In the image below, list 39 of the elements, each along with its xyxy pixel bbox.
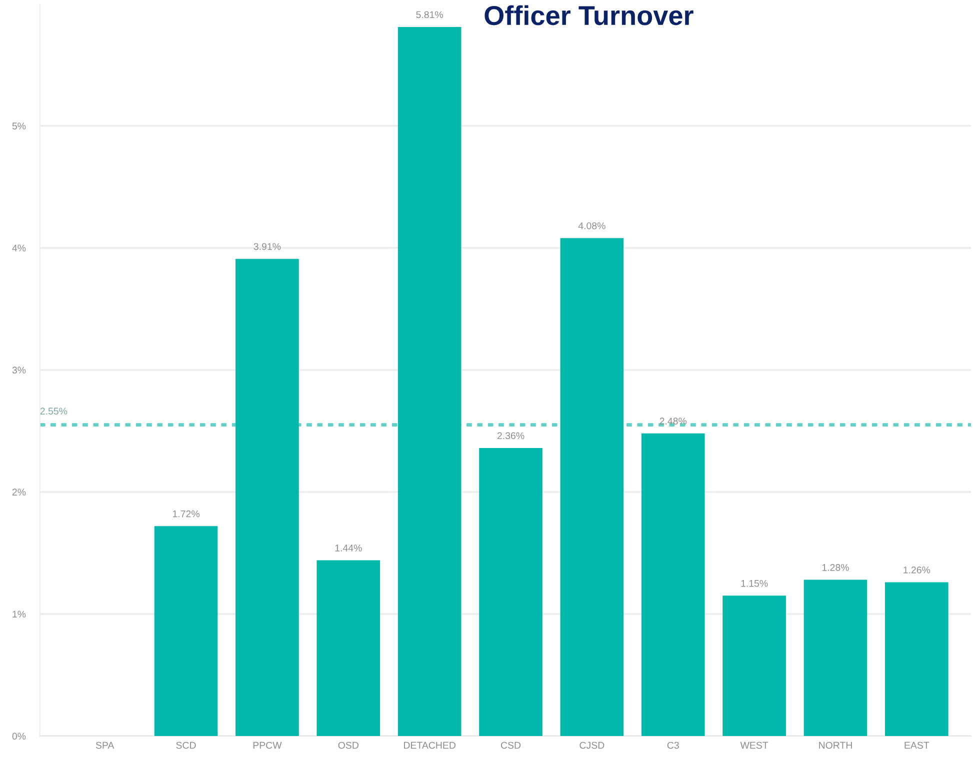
bar bbox=[641, 433, 705, 736]
x-tick-label: OSD bbox=[338, 742, 358, 749]
bar bbox=[804, 580, 868, 736]
data-label: 2.36% bbox=[497, 432, 524, 440]
x-tick-label: EAST bbox=[904, 742, 930, 749]
ref-line-label: 2.55% bbox=[40, 408, 68, 415]
x-tick-label: CJSD bbox=[580, 742, 604, 749]
data-label: 1.26% bbox=[904, 566, 930, 574]
x-tick-label: CSD bbox=[500, 742, 521, 749]
chart-title: Officer Turnover bbox=[484, 5, 694, 26]
data-label: 3.91% bbox=[254, 243, 281, 250]
x-tick-label: C3 bbox=[667, 742, 679, 749]
data-label: 2.48% bbox=[660, 418, 687, 424]
data-label: 1.72% bbox=[172, 510, 200, 518]
x-tick-label: PPCW bbox=[253, 742, 282, 749]
data-label: 1.15% bbox=[741, 580, 768, 587]
bar bbox=[398, 26, 462, 736]
x-tick-label: DETACHED bbox=[404, 742, 456, 749]
bar bbox=[154, 526, 218, 736]
data-label: 4.08% bbox=[578, 222, 606, 230]
x-tick-label: SPA bbox=[96, 742, 114, 749]
y-tick-label: 2% bbox=[12, 488, 26, 496]
data-label: 5.81% bbox=[416, 11, 444, 18]
x-tick-label: NORTH bbox=[819, 742, 852, 749]
y-tick-label: 1% bbox=[12, 610, 26, 618]
data-label: 1.28% bbox=[822, 564, 849, 571]
x-tick-label: WEST bbox=[740, 742, 768, 749]
bar bbox=[316, 560, 380, 736]
bar bbox=[885, 582, 948, 736]
data-label: 1.44% bbox=[335, 544, 362, 552]
y-tick-label: 4% bbox=[12, 244, 26, 252]
bar bbox=[479, 448, 542, 736]
y-tick-label: 3% bbox=[12, 366, 26, 374]
bar bbox=[236, 258, 299, 736]
y-tick-label: 0% bbox=[12, 732, 26, 740]
y-tick-label: 5% bbox=[12, 122, 26, 130]
x-tick-label: SCD bbox=[176, 742, 196, 749]
bar bbox=[560, 238, 624, 736]
bar bbox=[722, 596, 786, 736]
